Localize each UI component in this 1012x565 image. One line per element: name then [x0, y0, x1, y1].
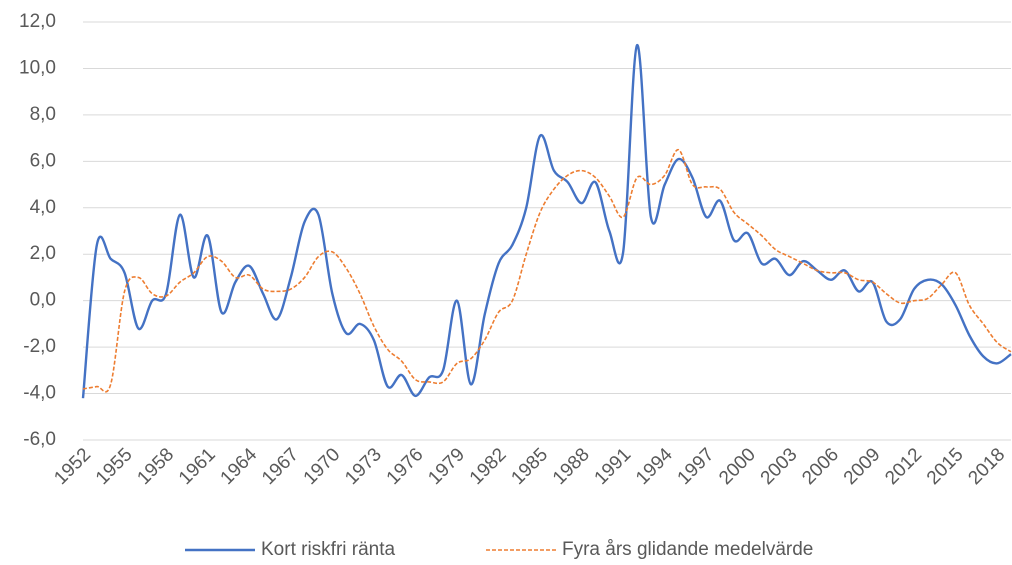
x-tick-label: 1961	[175, 444, 220, 489]
y-tick-label: 6,0	[30, 150, 56, 171]
legend-label: Kort riskfri ränta	[261, 539, 396, 560]
series-line	[81, 44, 1012, 399]
x-tick-label: 2003	[757, 444, 802, 489]
x-tick-label: 1964	[217, 444, 262, 489]
x-tick-label: 1976	[383, 444, 428, 489]
y-tick-label: 10,0	[19, 57, 56, 78]
x-tick-label: 2018	[964, 444, 1009, 489]
x-tick-label: 2000	[715, 444, 760, 489]
y-tick-label: -4,0	[23, 383, 56, 404]
x-tick-label: 1967	[258, 444, 303, 489]
y-tick-label: 0,0	[30, 290, 56, 311]
x-tick-label: 1997	[674, 444, 719, 489]
y-tick-label: 12,0	[19, 11, 56, 32]
y-tick-label: 4,0	[30, 197, 56, 218]
x-tick-label: 1952	[50, 444, 95, 489]
y-tick-label: -6,0	[23, 429, 56, 450]
x-tick-label: 1973	[341, 444, 386, 489]
series-line	[82, 148, 1012, 393]
x-tick-label: 1982	[466, 444, 511, 489]
y-tick-label: 2,0	[30, 243, 56, 264]
x-tick-label: 2009	[840, 444, 885, 489]
y-tick-label: 8,0	[30, 104, 56, 125]
legend-label: Fyra års glidande medelvärde	[562, 539, 813, 560]
x-tick-label: 1958	[133, 444, 178, 489]
x-tick-label: 1979	[424, 444, 469, 489]
x-tick-label: 2015	[923, 444, 968, 489]
x-tick-label: 1970	[300, 444, 345, 489]
x-tick-label: 1991	[591, 444, 636, 489]
y-tick-label: -2,0	[23, 336, 56, 357]
x-tick-label: 2012	[881, 444, 926, 489]
x-tick-label: 1994	[632, 444, 677, 489]
x-tick-label: 1985	[507, 444, 552, 489]
x-tick-label: 1988	[549, 444, 594, 489]
x-tick-label: 2006	[798, 444, 843, 489]
x-tick-label: 1955	[92, 444, 137, 489]
